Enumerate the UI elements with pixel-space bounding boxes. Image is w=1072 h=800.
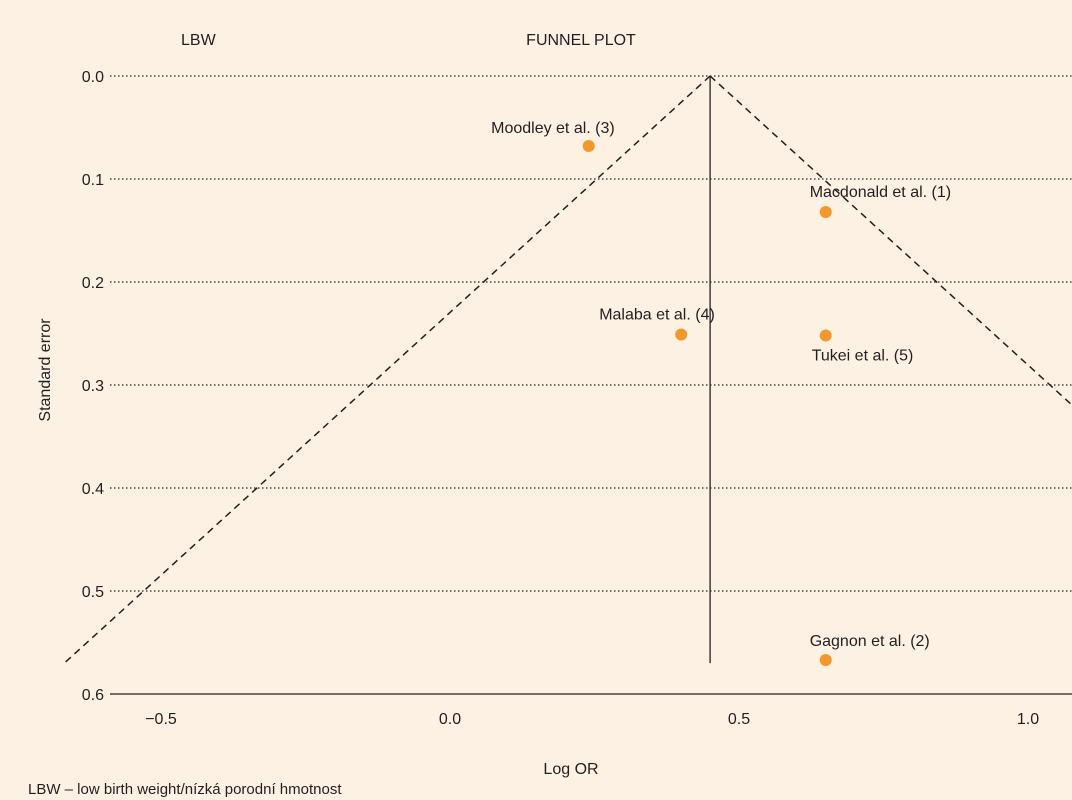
data-points: Moodley et al. (3) Macdonald et al. (1) Ma…	[491, 120, 951, 667]
y-tick-label: 0.3	[82, 378, 104, 395]
y-axis-label: Standard error	[37, 318, 54, 422]
tick-labels: 0.00.10.20.30.40.50.6−1.0−0.50.00.51.01.…	[82, 69, 1039, 728]
y-tick-label: 0.5	[82, 584, 104, 601]
data-point-label: Macdonald et al. (1)	[810, 184, 951, 201]
data-point-label: Gagnon et al. (2)	[810, 633, 930, 650]
footnote: LBW – low birth weight/nízká porodní hmo…	[28, 781, 342, 798]
y-tick-label: 0.4	[82, 481, 104, 498]
data-point-label: Tukei et al. (5)	[812, 348, 914, 365]
chart-subtitle: LBW	[181, 32, 217, 49]
x-tick-label: −0.5	[145, 711, 177, 728]
x-tick-label: 0.5	[728, 711, 750, 728]
data-point-label: Moodley et al. (3)	[491, 120, 615, 137]
data-point	[819, 329, 832, 342]
grid-lines	[110, 75, 1072, 592]
chart-title: FUNNEL PLOT	[526, 32, 636, 49]
funnel-lines	[63, 75, 1072, 664]
funnel-left-limit	[63, 75, 711, 664]
y-tick-label: 0.2	[82, 275, 104, 292]
data-point-label: Malaba et al. (4)	[599, 307, 715, 324]
x-tick-label: 0.0	[439, 711, 461, 728]
y-tick-label: 0.6	[82, 687, 104, 704]
data-point	[819, 654, 832, 667]
x-axis-label: Log OR	[543, 761, 598, 778]
data-point	[675, 328, 688, 341]
x-tick-label: 1.0	[1017, 711, 1039, 728]
y-tick-label: 0.0	[82, 69, 104, 86]
data-point	[582, 140, 595, 153]
y-tick-label: 0.1	[82, 172, 104, 189]
funnel-right-limit	[709, 75, 1072, 407]
data-point	[819, 205, 832, 218]
